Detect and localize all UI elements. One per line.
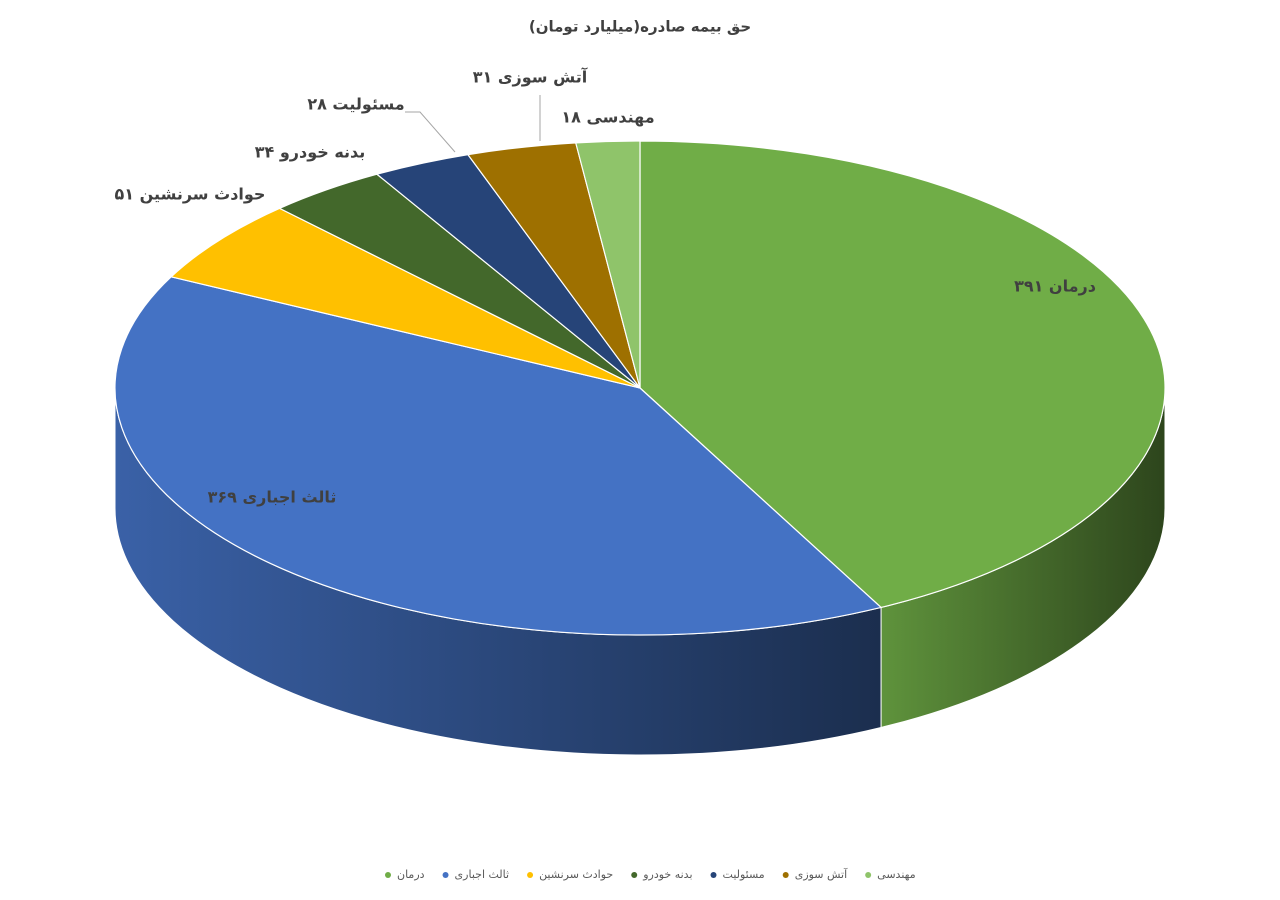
leader-lines xyxy=(405,95,541,153)
data-label: آتش سوزی ۳۱ xyxy=(473,67,588,87)
data-label: حوادث سرنشین ۵۱ xyxy=(115,185,266,204)
legend-label: مسئولیت xyxy=(723,868,765,881)
legend-label: آتش سوزی xyxy=(795,867,848,881)
legend-label: درمان xyxy=(397,868,425,881)
data-label: بدنه خودرو ۳۴ xyxy=(255,143,366,162)
legend-marker xyxy=(442,872,449,878)
slice xyxy=(169,207,641,389)
leader-line xyxy=(405,111,456,153)
data-label: مسئولیت ۲۸ xyxy=(307,95,404,114)
legend-marker xyxy=(527,872,534,878)
legend-label: مهندسی xyxy=(877,868,916,881)
slice xyxy=(114,276,883,636)
legend-marker xyxy=(865,872,872,878)
legend-label: حوادث سرنشین xyxy=(539,868,613,881)
legend-label: بدنه خودرو xyxy=(642,868,692,881)
legend: درمان ثالث اجباری حوادث سرنشین بدنه خودرو مس… xyxy=(385,867,916,881)
pie-tops xyxy=(114,140,1166,636)
legend-marker xyxy=(710,872,717,878)
data-label: مهندسی ۱۸ xyxy=(561,108,654,127)
legend-label: ثالث اجباری xyxy=(455,868,510,881)
legend-marker xyxy=(631,872,638,878)
data-label: ثالث اجباری ۳۶۹ xyxy=(208,488,337,507)
legend-marker xyxy=(782,872,789,878)
legend-marker xyxy=(385,872,391,878)
slice xyxy=(574,140,641,389)
chart-title: حق بیمه صادره(میلیارد تومان) xyxy=(529,18,751,36)
data-labels: درمان ۳۹۱ ثالث اجباری ۳۶۹ حوادث سرنشین ۵۱ ب… xyxy=(115,67,1096,507)
slice xyxy=(639,140,1166,609)
data-label: درمان ۳۹۱ xyxy=(1014,277,1096,296)
